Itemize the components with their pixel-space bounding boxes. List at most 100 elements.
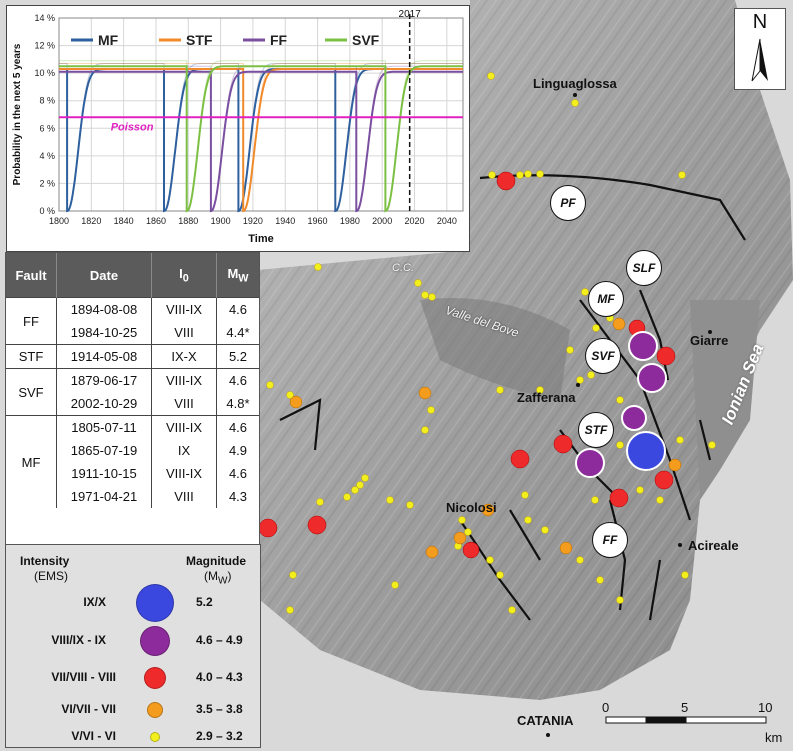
- x-axis-label: Time: [248, 233, 273, 245]
- y-tick-label: 6 %: [39, 123, 55, 133]
- epicenter-orange: [425, 545, 439, 559]
- scale-segment: [685, 716, 767, 724]
- legend-magnitude-sub-main: (M: [204, 569, 218, 583]
- epicenter-small: [681, 571, 689, 579]
- epicenter-small: [536, 170, 544, 178]
- epicenter-small: [356, 481, 364, 489]
- epicenter-red: [258, 518, 278, 538]
- epicenter-small: [536, 386, 544, 394]
- epicenter-small: [576, 556, 584, 564]
- fault-line: [509, 509, 541, 561]
- town-markers: [546, 93, 712, 737]
- epicenter-red: [307, 515, 327, 535]
- fault-tag-pf: PF: [550, 185, 586, 221]
- table-row: 1971-04-21 VIII 4.3: [6, 485, 259, 508]
- legend-symbol: [140, 626, 170, 656]
- legend-intensity-class: V/VI - VI: [71, 729, 116, 743]
- epicentres-red: [258, 171, 676, 559]
- north-arrow-shape: [760, 39, 768, 81]
- table-row: 2002-10-29 VIII 4.8*: [6, 392, 259, 416]
- cell-magnitude: 4.8*: [226, 396, 250, 411]
- cell-intensity: IX-X: [151, 344, 217, 369]
- epicenter-small: [656, 496, 664, 504]
- legend-magnitude-class: 4.0 – 4.3: [196, 670, 243, 684]
- cell-date: 1805-07-11: [56, 415, 152, 439]
- legend-intensity-class: VI/VII - VII: [61, 702, 116, 716]
- cell-fault: STF: [6, 344, 57, 369]
- cell-intensity: VIII: [151, 392, 217, 416]
- y-tick-label: 8 %: [39, 96, 55, 106]
- header-magnitude: MW: [216, 253, 259, 298]
- x-tick-label: 2020: [405, 216, 425, 226]
- earthquake-table: Fault Date I0 MW FF 1894-08-08 VIII-IX 4.6 1…: [5, 252, 260, 546]
- x-tick-label: 1820: [81, 216, 101, 226]
- cell-date: 1879-06-17: [56, 368, 152, 392]
- north-arrow-box: N: [734, 8, 786, 90]
- scale-segment: [645, 716, 687, 724]
- cell-fault: MF: [6, 415, 57, 508]
- town-dot: [576, 383, 580, 387]
- scale-label-5: 5: [681, 700, 689, 715]
- fault-line: [648, 559, 662, 621]
- epicenter-small: [286, 606, 294, 614]
- table-row: 1865-07-19 IX 4.9: [6, 439, 259, 462]
- cell-date: 1971-04-21: [56, 485, 152, 508]
- legend-intensity-class: VII/VIII - VIII: [51, 670, 116, 684]
- table-row: SVF 1879-06-17 VIII-IX 4.6: [6, 368, 259, 416]
- cell-fault: FF: [6, 297, 57, 345]
- epicenter-orange: [418, 386, 432, 400]
- legend-intensity-title: Intensity: [20, 554, 70, 568]
- x-tick-label: 1940: [275, 216, 295, 226]
- legend-magnitude-class: 4.6 – 4.9: [196, 633, 243, 647]
- table-header-row: Fault Date I0 MW: [6, 253, 259, 298]
- legend-magnitude-class: 5.2: [196, 595, 213, 609]
- epicenter-small: [576, 376, 584, 384]
- epicentres-purple: [575, 331, 667, 478]
- place-acireale: Acireale: [688, 538, 739, 553]
- cell-intensity: VIII: [151, 321, 217, 345]
- epicenter-red: [656, 346, 676, 366]
- fault-tag-stf: STF: [578, 412, 614, 448]
- cell-intensity: IX: [151, 439, 217, 462]
- series-line-svf: [59, 60, 463, 212]
- cell-intensity: VIII-IX: [151, 368, 217, 392]
- epicenter-small: [591, 496, 599, 504]
- plot-frame: [58, 17, 464, 212]
- fault-tag-svf: SVF: [585, 338, 621, 374]
- cell-magnitude: 4.6: [216, 368, 259, 392]
- epicenter-small: [524, 516, 532, 524]
- epicenter-small: [571, 99, 579, 107]
- legend-symbol: [150, 732, 160, 742]
- epicenter-small: [616, 441, 624, 449]
- legend-intensity-sub: (EMS): [34, 569, 68, 583]
- epicenter-small: [592, 324, 600, 332]
- epicenter-red: [654, 470, 674, 490]
- series-line-stf: [59, 68, 463, 213]
- series-line-mf: [59, 68, 463, 213]
- epicenter-small: [487, 72, 495, 80]
- epicentres-orange: [289, 317, 682, 559]
- epicenter-small: [541, 526, 549, 534]
- series-line-ff: [59, 70, 463, 213]
- epicenter-red: [510, 449, 530, 469]
- marker-2017-label: 2017: [399, 9, 422, 20]
- table-row: 1984-10-25 VIII 4.4*: [6, 321, 259, 345]
- cell-intensity: VIII-IX: [151, 297, 217, 321]
- legend-magnitude-class: 2.9 – 3.2: [196, 729, 243, 743]
- epicenter-orange: [481, 503, 495, 517]
- epicenter-small: [314, 263, 322, 271]
- epicenter-red: [609, 488, 629, 508]
- header-mw-sub: W: [238, 272, 249, 285]
- header-fault: Fault: [6, 253, 57, 298]
- series-line-ff: [59, 65, 463, 212]
- epicenter-small: [616, 396, 624, 404]
- legend-magnitude-sub-end: ): [227, 569, 232, 583]
- y-axis-label: Probability in the next 5 years: [12, 43, 23, 185]
- epicenter-small: [508, 606, 516, 614]
- legend-symbol: [147, 702, 163, 718]
- scale-segment: [605, 716, 647, 724]
- cell-intensity: VIII: [151, 485, 217, 508]
- epicenter-small: [343, 493, 351, 501]
- epicenter-small: [316, 498, 324, 506]
- legend-intensity-class: VIII/IX - IX: [51, 633, 106, 647]
